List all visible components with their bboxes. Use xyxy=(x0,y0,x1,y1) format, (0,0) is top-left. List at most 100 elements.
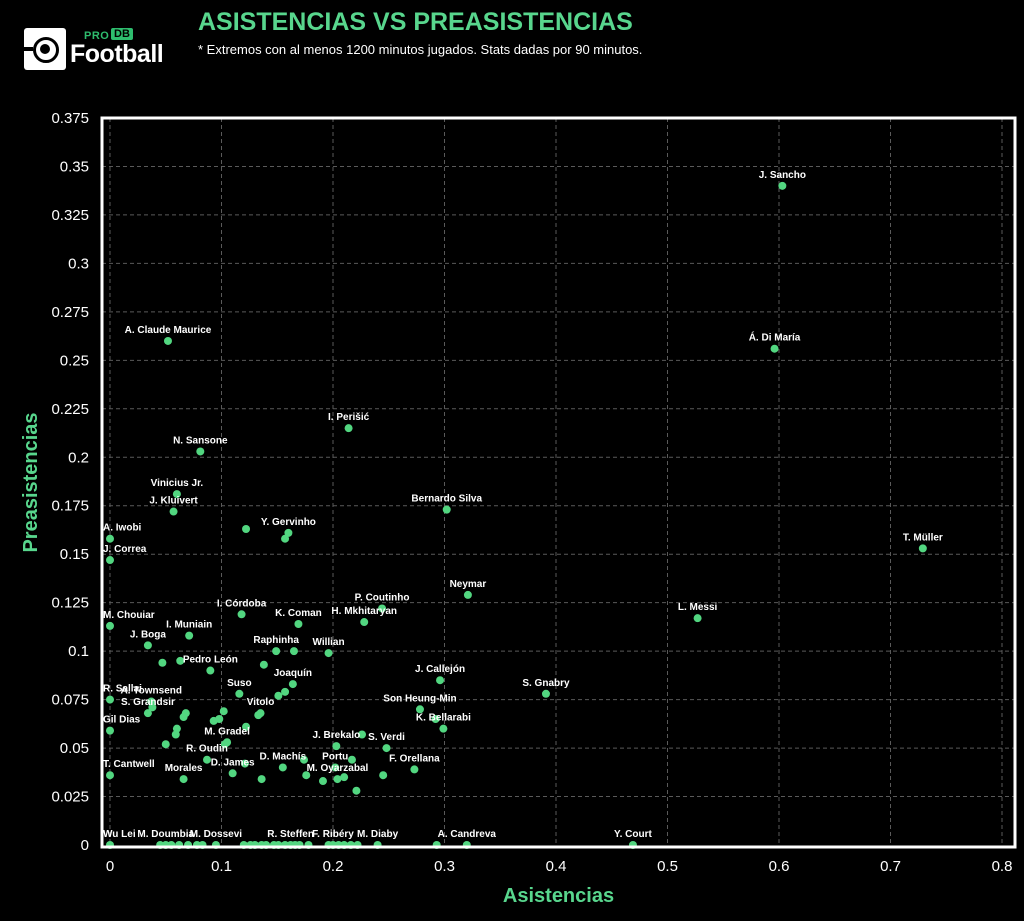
data-point xyxy=(431,714,440,723)
data-point xyxy=(778,181,787,190)
point-label: Á. Di María xyxy=(749,331,801,344)
point-label: S. Verdi xyxy=(368,732,405,743)
point-label: F. Ribéry xyxy=(312,829,354,840)
point-label: Willian xyxy=(312,637,344,648)
y-tick-label: 0.3 xyxy=(68,255,89,272)
data-point xyxy=(344,424,353,433)
point-label: J. Correa xyxy=(103,544,147,555)
data-point xyxy=(289,647,298,656)
point-label: P. Coutinho xyxy=(355,592,410,603)
y-tick-label: 0.075 xyxy=(51,692,89,709)
point-label: R. Oudin xyxy=(186,744,228,755)
data-point xyxy=(106,726,114,735)
y-tick-label: 0.325 xyxy=(51,207,89,224)
data-point xyxy=(278,763,287,772)
data-point xyxy=(770,344,779,353)
point-label: Suso xyxy=(227,678,251,689)
data-point xyxy=(176,656,185,665)
x-tick-label: 0.3 xyxy=(434,858,455,875)
point-label: Wu Lei xyxy=(103,829,136,840)
point-label: J. Brekalo xyxy=(312,730,360,741)
point-label: T. Cantwell xyxy=(103,759,155,770)
data-point xyxy=(235,689,244,698)
data-point xyxy=(158,658,167,667)
x-tick-label: 0.2 xyxy=(323,858,344,875)
data-point xyxy=(106,621,114,630)
point-label: H. Mkhitaryan xyxy=(331,606,397,617)
data-point xyxy=(196,447,205,456)
point-label: Portu xyxy=(322,751,348,762)
point-label: N. Sansone xyxy=(173,435,228,446)
data-point xyxy=(179,713,188,722)
data-point xyxy=(274,691,283,700)
point-label: Gil Dias xyxy=(103,715,141,726)
data-point xyxy=(541,689,550,698)
point-label: R. Steffen xyxy=(267,829,314,840)
data-point xyxy=(918,544,927,553)
point-label: D. Machís xyxy=(259,751,306,762)
point-label: S. Gnabry xyxy=(522,678,570,689)
data-point xyxy=(161,740,170,749)
data-point xyxy=(163,336,172,345)
y-tick-label: 0.275 xyxy=(51,304,89,321)
point-label: Raphinha xyxy=(253,635,299,646)
point-label: M. Diaby xyxy=(357,829,399,840)
y-tick-label: 0.15 xyxy=(60,546,89,563)
data-point xyxy=(347,755,356,764)
data-point xyxy=(106,534,114,543)
label-layer: J. Sancho Á. Di María T. Müller L. Messi A. … xyxy=(103,170,943,840)
data-point xyxy=(259,660,268,669)
data-point xyxy=(318,777,327,786)
point-label: Son Heung-Min xyxy=(383,693,456,704)
point-label: Bernardo Silva xyxy=(411,494,482,505)
data-point xyxy=(331,763,340,772)
y-tick-label: 0.2 xyxy=(68,449,89,466)
x-tick-label: 0.5 xyxy=(657,858,678,875)
y-tick-label: 0.125 xyxy=(51,595,89,612)
data-point xyxy=(333,775,342,784)
point-label: Pedro León xyxy=(183,655,238,666)
y-axis-label: Preasistencias xyxy=(20,412,42,552)
data-point xyxy=(281,534,290,543)
data-point xyxy=(203,755,212,764)
data-point xyxy=(352,786,361,795)
y-tick-label: 0.35 xyxy=(60,158,89,175)
data-point xyxy=(206,666,215,675)
point-label: I. Perišić xyxy=(328,412,370,423)
data-point xyxy=(172,490,181,499)
data-point xyxy=(220,740,229,749)
point-label: Joaquín xyxy=(274,668,312,679)
y-tick-label: 0.1 xyxy=(68,643,89,660)
data-point xyxy=(360,618,369,627)
logo-db-text: DB xyxy=(111,28,133,40)
data-point xyxy=(284,528,293,537)
y-tick-label: 0.25 xyxy=(60,352,89,369)
data-point xyxy=(106,695,114,704)
x-tick-label: 0.1 xyxy=(211,858,232,875)
grid-layer xyxy=(102,117,1015,847)
point-label: I. Córdoba xyxy=(217,598,267,609)
data-point xyxy=(242,524,251,533)
data-point xyxy=(357,730,366,739)
data-point xyxy=(171,730,180,739)
x-tick-label: 0.7 xyxy=(880,858,901,875)
y-tick-label: 0.225 xyxy=(51,401,89,418)
point-label: L. Messi xyxy=(678,602,718,613)
data-point xyxy=(340,773,349,782)
point-label: M. Doumbia xyxy=(137,829,194,840)
data-point xyxy=(240,759,249,768)
plot-frame xyxy=(100,116,1017,849)
data-point xyxy=(219,707,228,716)
point-label: Vinicius Jr. xyxy=(151,478,204,489)
point-label: J. Sancho xyxy=(759,170,806,181)
data-point xyxy=(442,505,451,514)
point-label: F. Orellana xyxy=(389,753,440,764)
data-point xyxy=(294,619,303,628)
data-point xyxy=(272,647,281,656)
point-label: Vitolo xyxy=(247,697,275,708)
point-label: A. Claude Maurice xyxy=(125,325,212,336)
y-tick-label: 0.375 xyxy=(51,110,89,127)
data-point xyxy=(228,769,237,778)
x-tick-label: 0 xyxy=(106,858,114,875)
